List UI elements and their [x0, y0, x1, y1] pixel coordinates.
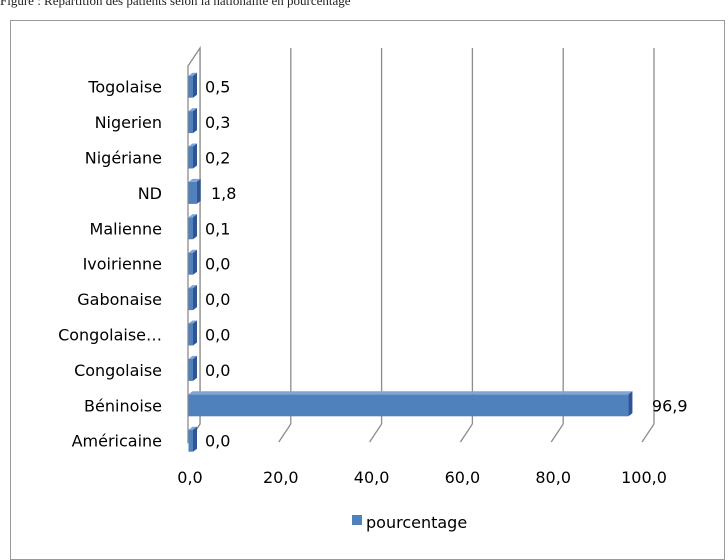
floor-line [459, 423, 473, 443]
floor-line [641, 423, 655, 443]
bar-side [193, 249, 197, 275]
bar [188, 146, 193, 169]
data-label: 0,1 [205, 219, 230, 238]
bar-top [188, 214, 197, 218]
category-label: Togolaise [87, 78, 162, 97]
category-label: Gabonaise [77, 290, 162, 309]
x-tick-label: 100,0 [621, 468, 667, 487]
data-label: 1,8 [211, 184, 236, 203]
bar [188, 358, 193, 381]
bar-top [188, 108, 197, 112]
bar-side [193, 214, 197, 240]
category-label: Congolaise [74, 361, 162, 380]
category-label: ND [138, 184, 162, 203]
bar [188, 181, 197, 204]
bar-side [193, 72, 197, 98]
x-tick-label: 80,0 [535, 468, 571, 487]
bar-top [188, 285, 197, 289]
data-label: 0,0 [205, 361, 230, 380]
bar-side [628, 391, 633, 417]
category-label: Nigerien [95, 113, 162, 132]
data-label: 0,2 [205, 149, 230, 168]
chart-area [10, 20, 725, 560]
category-label: Ivoirienne [83, 255, 162, 274]
category-label: Congolaise… [58, 326, 162, 345]
data-label: 96,9 [652, 396, 688, 415]
data-label: 0,0 [205, 326, 230, 345]
bar-top [188, 249, 197, 253]
bar [188, 323, 193, 346]
bar-side [196, 178, 201, 204]
bar-top [188, 426, 197, 430]
floor-line [278, 423, 292, 443]
bar [188, 288, 193, 311]
category-label: Malienne [90, 219, 162, 238]
x-tick-label: 60,0 [445, 468, 481, 487]
bar-top [188, 143, 197, 147]
bar [188, 111, 193, 134]
bar-side [193, 355, 197, 381]
data-label: 0,0 [205, 432, 230, 451]
left-wall [187, 45, 201, 445]
bar-top [188, 391, 633, 395]
category-label: Nigériane [85, 149, 162, 168]
legend-label: pourcentage [366, 513, 467, 532]
bar-chart: Togolaise 0,5 Nigerien 0,3 Nigériane 0,2 ND 1,8… [58, 45, 688, 532]
bar [188, 217, 193, 240]
bar-top [188, 355, 197, 359]
bar-top [188, 178, 201, 182]
legend-swatch [352, 515, 362, 525]
figure-caption: Figure : Répartition des patients selon … [0, 0, 351, 8]
floor-line [369, 423, 383, 443]
bar-side [193, 108, 197, 134]
bar [188, 429, 193, 452]
bar-side [193, 320, 197, 346]
category-label: Américaine [72, 432, 162, 451]
data-label: 0,5 [205, 78, 230, 97]
bar-top [188, 320, 197, 324]
x-tick-label: 0,0 [177, 468, 202, 487]
bar [188, 75, 193, 98]
x-tick-label: 40,0 [354, 468, 390, 487]
bar-top [188, 72, 197, 76]
category-label: Béninoise [84, 396, 162, 415]
data-label: 0,3 [205, 113, 230, 132]
bar-side [193, 143, 197, 169]
x-tick-label: 20,0 [263, 468, 299, 487]
bar-side [193, 285, 197, 311]
data-label: 0,0 [205, 255, 230, 274]
bar-side [193, 426, 197, 452]
data-label: 0,0 [205, 290, 230, 309]
bar [188, 252, 193, 275]
bar [188, 394, 629, 417]
floor-line [550, 423, 564, 443]
